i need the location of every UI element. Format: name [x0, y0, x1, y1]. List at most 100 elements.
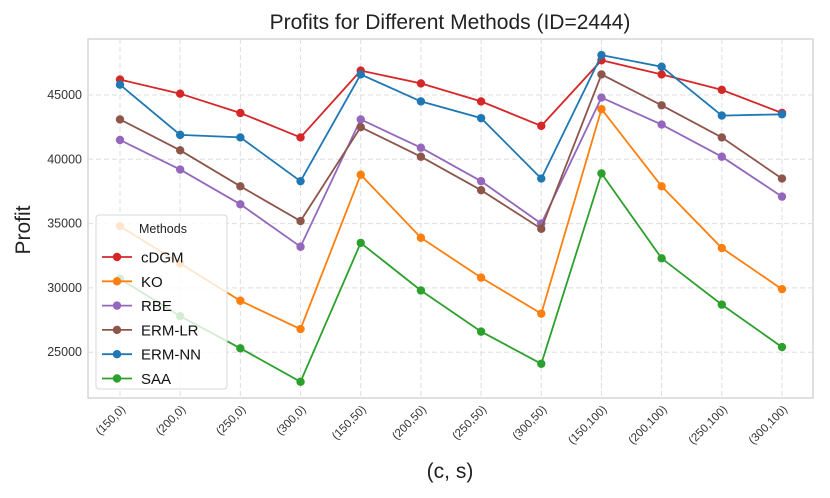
x-axis-ticks: (150,0) (200,0) (250,0) (300,0) (150,50) (200…	[94, 404, 790, 447]
legend-item-ko: KO	[102, 274, 163, 291]
data-point	[356, 70, 365, 79]
data-point	[416, 233, 426, 242]
y-tick-label: 40000	[47, 152, 82, 166]
data-point	[476, 185, 486, 195]
series-erm-nn	[115, 50, 787, 186]
legend-label: KO	[141, 274, 163, 291]
legend-item-cdgm: cDGM	[102, 250, 184, 267]
data-point	[476, 176, 486, 186]
legend-marker	[112, 374, 122, 383]
data-point	[717, 111, 727, 120]
data-point	[657, 62, 666, 71]
data-point	[175, 146, 185, 155]
y-tick-label: 35000	[47, 217, 82, 231]
x-tick-label: (150,0)	[94, 404, 128, 438]
data-point	[296, 242, 305, 251]
data-point	[476, 327, 486, 336]
data-point	[717, 152, 727, 161]
data-point	[236, 182, 245, 191]
data-point	[236, 296, 245, 305]
series-line	[119, 107, 783, 331]
data-point	[175, 130, 185, 140]
series-line	[119, 59, 783, 139]
data-point	[175, 89, 185, 98]
data-point	[537, 174, 546, 183]
data-point	[115, 135, 125, 145]
data-point	[717, 300, 727, 309]
data-point	[236, 200, 245, 209]
data-point	[296, 324, 305, 334]
data-point	[657, 182, 666, 191]
data-point	[115, 115, 125, 124]
data-point	[537, 224, 546, 233]
data-point	[115, 80, 125, 89]
data-point	[777, 110, 787, 119]
data-point	[296, 176, 305, 186]
legend-marker	[112, 252, 122, 262]
x-tick-label: (300,50)	[511, 404, 550, 443]
x-axis-label: (c, s)	[427, 460, 474, 483]
data-point	[717, 85, 727, 95]
data-point	[657, 101, 666, 110]
data-point	[296, 133, 305, 142]
legend-item-saa: SAA	[102, 371, 171, 388]
legend-marker	[112, 301, 122, 310]
data-point	[416, 79, 426, 88]
legend-label: cDGM	[141, 250, 184, 267]
legend-label: SAA	[141, 371, 171, 388]
series-saa	[115, 169, 787, 386]
data-point	[717, 133, 727, 142]
y-axis-label: Profit	[12, 205, 35, 254]
legend: Methods cDGM KO RBE ERM-LR ERM-NN SAA	[95, 214, 228, 390]
data-point	[476, 97, 486, 106]
y-axis-ticks: 25000 30000 35000 40000 45000	[47, 88, 82, 359]
data-point	[597, 169, 606, 178]
legend-marker	[112, 350, 122, 359]
data-point	[356, 122, 365, 132]
series-line	[119, 96, 783, 249]
chart-title: Profits for Different Methods (ID=2444)	[270, 11, 631, 34]
series-line	[119, 171, 783, 384]
y-tick-label: 25000	[47, 345, 82, 359]
data-point	[657, 254, 666, 263]
legend-box	[95, 214, 228, 390]
x-tick-label: (300,100)	[747, 404, 790, 447]
data-point	[416, 286, 426, 295]
x-tick-label: (150,50)	[330, 404, 369, 443]
legend-item-rbe: RBE	[102, 298, 172, 315]
data-point	[717, 243, 727, 253]
x-tick-label: (250,50)	[450, 404, 489, 443]
data-point	[537, 309, 546, 318]
data-point	[657, 70, 666, 79]
series-line	[119, 54, 783, 183]
x-tick-label: (250,100)	[687, 404, 730, 447]
data-point	[657, 120, 666, 129]
data-point	[597, 50, 606, 60]
y-tick-label: 45000	[47, 88, 82, 102]
data-point	[416, 143, 426, 152]
data-point	[476, 113, 486, 123]
data-point	[537, 359, 546, 368]
data-point	[236, 344, 245, 353]
data-point	[175, 165, 185, 174]
x-tick-label: (200,50)	[390, 404, 429, 443]
legend-label: ERM-NN	[141, 347, 201, 364]
legend-item-erm-lr: ERM-LR	[102, 322, 199, 339]
data-point	[537, 121, 546, 131]
series-erm-lr	[115, 70, 787, 233]
data-point	[356, 115, 365, 124]
data-point	[296, 216, 305, 226]
legend-marker	[112, 277, 122, 286]
data-point	[356, 170, 365, 179]
x-tick-label: (200,0)	[154, 404, 188, 438]
y-tick-label: 30000	[47, 281, 82, 295]
data-point	[597, 104, 606, 114]
series-group	[115, 50, 787, 386]
data-point	[777, 284, 787, 294]
x-tick-label: (300,0)	[274, 404, 308, 438]
data-point	[416, 97, 426, 106]
data-point	[236, 133, 245, 142]
x-tick-label: (250,0)	[214, 404, 248, 438]
data-point	[777, 174, 787, 183]
data-point	[476, 273, 486, 282]
